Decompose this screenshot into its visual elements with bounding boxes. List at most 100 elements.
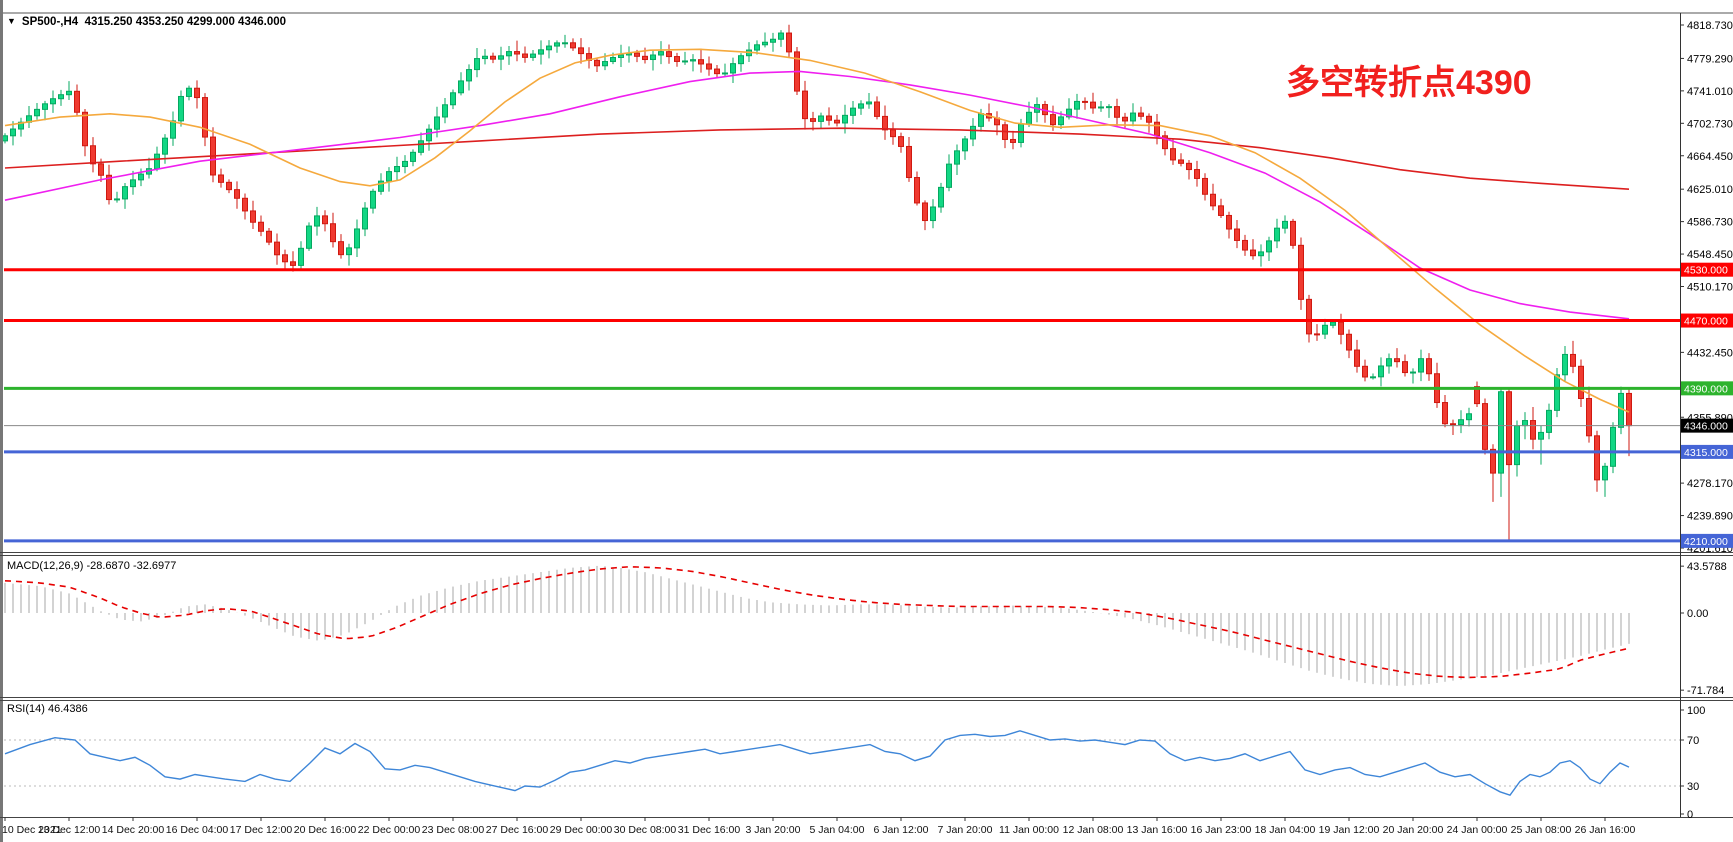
macd-tick-label: 0.00 xyxy=(1687,608,1708,620)
candle-body xyxy=(362,207,368,230)
time-tick-label[interactable]: 31 Dec 16:00 xyxy=(678,824,741,836)
candle-body xyxy=(706,63,712,70)
candle-body xyxy=(1538,431,1544,440)
time-tick-label[interactable]: 7 Jan 20:00 xyxy=(938,824,993,836)
candle-body xyxy=(730,63,736,74)
candle-body xyxy=(786,32,792,53)
candle-body xyxy=(1306,298,1312,335)
candle-body xyxy=(418,140,424,153)
candle-body xyxy=(570,42,576,49)
candle-body xyxy=(106,174,112,201)
candle-body xyxy=(1210,193,1216,207)
rsi-tick-label: 100 xyxy=(1687,705,1705,717)
candle-body xyxy=(890,129,896,138)
time-tick-label[interactable]: 22 Dec 00:00 xyxy=(358,824,421,836)
candle-body xyxy=(498,55,504,60)
candle-body xyxy=(1130,112,1136,122)
price-tick-label: 4741.010 xyxy=(1687,86,1733,98)
window-left-border xyxy=(0,0,3,842)
candle-body xyxy=(970,125,976,140)
time-tick-label[interactable]: 23 Dec 08:00 xyxy=(422,824,485,836)
candle-body xyxy=(1610,426,1616,467)
candle-body xyxy=(402,160,408,168)
time-tick-label[interactable]: 12 Jan 08:00 xyxy=(1063,824,1124,836)
candle-body xyxy=(546,45,552,51)
candle-body xyxy=(1218,205,1224,216)
candle-body xyxy=(578,47,584,55)
candle-body xyxy=(530,53,536,58)
candle-body xyxy=(954,150,960,165)
candle-body xyxy=(1530,420,1536,440)
time-tick-label[interactable]: 20 Dec 16:00 xyxy=(294,824,357,836)
candle-body xyxy=(978,113,984,127)
candle-body xyxy=(1266,240,1272,253)
price-tick-label: 4586.730 xyxy=(1687,217,1733,229)
candle-body xyxy=(426,128,432,142)
ma-slow-red-line xyxy=(4,127,1630,190)
symbol-ohlc-readout: 4315.250 4353.250 4299.000 4346.000 xyxy=(84,16,287,28)
candle-body xyxy=(138,173,144,181)
candle-body xyxy=(1362,365,1368,378)
candle-body xyxy=(314,215,320,227)
time-tick-label[interactable]: 16 Jan 23:00 xyxy=(1191,824,1252,836)
time-tick-label[interactable]: 5 Jan 04:00 xyxy=(810,824,865,836)
time-tick-label[interactable]: 16 Dec 04:00 xyxy=(166,824,229,836)
candle-body xyxy=(1162,135,1168,150)
candle-body xyxy=(594,59,600,67)
candle-body xyxy=(1250,249,1256,257)
candle-body xyxy=(442,104,448,118)
candle-body xyxy=(562,42,568,45)
candle-body xyxy=(98,163,104,176)
time-tick-label[interactable]: 18 Jan 04:00 xyxy=(1255,824,1316,836)
time-tick-label[interactable]: 25 Jan 08:00 xyxy=(1511,824,1572,836)
candle-body xyxy=(1138,112,1144,117)
candle-body xyxy=(1482,403,1488,450)
candle-body xyxy=(450,92,456,106)
time-tick-label[interactable]: 24 Jan 00:00 xyxy=(1447,824,1508,836)
candle-body xyxy=(1402,361,1408,374)
symbol-title: ▼ SP500-,H4 4315.250 4353.250 4299.000 43… xyxy=(7,16,286,28)
time-tick-label[interactable]: 26 Jan 16:00 xyxy=(1575,824,1636,836)
candle-body xyxy=(1298,244,1304,300)
time-tick-label[interactable]: 6 Jan 12:00 xyxy=(874,824,929,836)
price-level-box xyxy=(1681,444,1733,459)
price-tick-label: 4432.450 xyxy=(1687,347,1733,359)
candle-body xyxy=(1418,358,1424,373)
candle-body xyxy=(410,151,416,162)
time-tick-label[interactable]: 3 Jan 20:00 xyxy=(746,824,801,836)
candle-body xyxy=(370,190,376,209)
price-level-box-label: 4530.000 xyxy=(1684,265,1728,277)
time-tick-label[interactable]: 19 Jan 12:00 xyxy=(1319,824,1380,836)
time-tick-label[interactable]: 13 Dec 12:00 xyxy=(38,824,101,836)
time-tick-label[interactable]: 11 Jan 00:00 xyxy=(999,824,1059,836)
time-tick-label[interactable]: 27 Dec 16:00 xyxy=(486,824,549,836)
candle-body xyxy=(1082,100,1088,103)
price-tick-label: 4779.290 xyxy=(1687,53,1733,65)
candle-body xyxy=(1370,376,1376,379)
price-tick-label: 4510.170 xyxy=(1687,282,1733,294)
candle-body xyxy=(1178,159,1184,164)
candle-body xyxy=(1546,409,1552,433)
candle-body xyxy=(506,51,512,57)
candle-body xyxy=(66,90,72,96)
candle-body xyxy=(538,49,544,55)
candle-body xyxy=(346,247,352,256)
candle-body xyxy=(818,115,824,122)
candle-body xyxy=(930,206,936,222)
price-tick-label: 4278.170 xyxy=(1687,478,1733,490)
candle-body xyxy=(602,61,608,67)
time-tick-label[interactable]: 17 Dec 12:00 xyxy=(230,824,293,836)
candle-body xyxy=(170,120,176,139)
time-tick-label[interactable]: 14 Dec 20:00 xyxy=(102,824,165,836)
macd-tick-label: 43.5788 xyxy=(1687,561,1727,573)
time-tick-label[interactable]: 10 Dec 2021 xyxy=(2,824,62,836)
candle-body xyxy=(610,57,616,63)
candle-body xyxy=(1394,358,1400,363)
time-tick-label[interactable]: 20 Jan 20:00 xyxy=(1383,824,1444,836)
time-tick-label[interactable]: 29 Dec 00:00 xyxy=(550,824,613,836)
candle-body xyxy=(1498,391,1504,474)
time-tick-label[interactable]: 13 Jan 16:00 xyxy=(1127,824,1188,836)
time-tick-label[interactable]: 30 Dec 08:00 xyxy=(614,824,677,836)
